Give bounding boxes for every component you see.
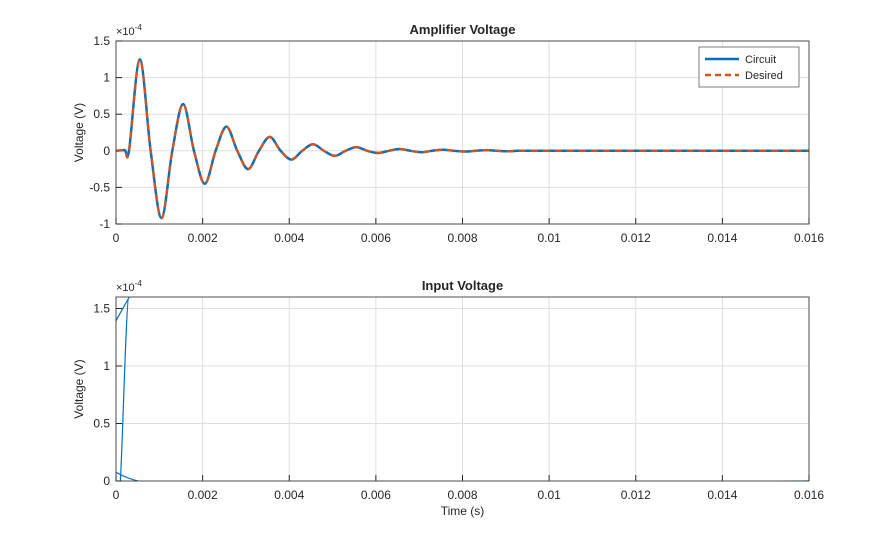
y-multiplier: ×10-4: [116, 23, 142, 38]
y-tick-label: 1.5: [93, 34, 110, 48]
legend-box: [698, 46, 800, 88]
series-line: [116, 58, 809, 220]
y-tick-label: 0: [103, 144, 110, 158]
x-tick-label: 0.002: [188, 231, 218, 245]
x-tick-label: 0.004: [274, 231, 304, 245]
x-tick-label: 0.016: [794, 488, 824, 502]
x-tick-label: 0.006: [361, 231, 391, 245]
x-tick-label: 0.012: [621, 488, 651, 502]
x-tick-label: 0.002: [188, 488, 218, 502]
x-tick-label: 0.008: [447, 488, 477, 502]
axes-box: [115, 296, 810, 482]
x-axis-label: Time (s): [441, 504, 485, 518]
y-multiplier: ×10-4: [116, 279, 142, 294]
chart-title: Input Voltage: [422, 278, 503, 293]
y-tick-label: 0: [103, 474, 110, 488]
x-tick-label: 0.016: [794, 231, 824, 245]
x-tick-label: 0.01: [537, 231, 561, 245]
axes: 0 0.002 0.004 0.006 0.008 0.01 0.012 0.014 0.016…: [72, 22, 824, 245]
x-tick-label: 0.008: [447, 231, 477, 245]
chart-title: Amplifier Voltage: [410, 22, 516, 37]
y-tick-label: -0.5: [89, 180, 110, 194]
x-tick-label: 0.014: [707, 488, 737, 502]
y-tick-label: 1: [103, 359, 110, 373]
y-tick-label: 1: [103, 71, 110, 85]
legend: Circuit Desired: [698, 46, 800, 88]
x-tick-label: 0.012: [621, 231, 651, 245]
legend-label: Desired: [745, 70, 783, 82]
y-axis-label: Voltage (V): [72, 103, 86, 162]
y-axis-label: Voltage (V): [72, 359, 86, 418]
x-tick-label: 0: [113, 231, 120, 245]
plot-lines: [116, 297, 809, 481]
y-tick-label: 1.5: [93, 302, 110, 316]
y-tick-label: 0.5: [93, 417, 110, 431]
x-tick-label: 0.01: [537, 488, 561, 502]
y-multiplier-base: ×10: [116, 26, 135, 38]
y-multiplier-exponent: -4: [135, 279, 143, 288]
y-tick-label: 0.5: [93, 107, 110, 121]
x-tick-label: 0.014: [707, 231, 737, 245]
plot-lines: [116, 58, 809, 220]
y-multiplier-base: ×10: [116, 282, 135, 294]
axes: 0 0.002 0.004 0.006 0.008 0.01 0.012 0.014 0.016…: [72, 278, 824, 518]
x-tick-label: 0.006: [361, 488, 391, 502]
legend-label: Circuit: [745, 54, 776, 66]
x-tick-label: 0.004: [274, 488, 304, 502]
axes-box: [115, 40, 810, 225]
y-multiplier-exponent: -4: [135, 23, 143, 32]
series-line: [116, 297, 809, 481]
y-tick-label: -1: [99, 217, 110, 231]
x-tick-label: 0: [113, 488, 120, 502]
